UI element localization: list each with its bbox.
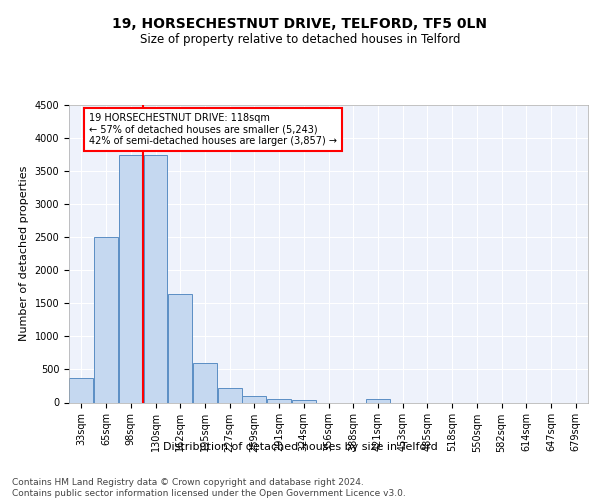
Bar — [168, 294, 192, 403]
Bar — [143, 154, 167, 402]
Bar — [292, 400, 316, 402]
Text: 19, HORSECHESTNUT DRIVE, TELFORD, TF5 0LN: 19, HORSECHESTNUT DRIVE, TELFORD, TF5 0L… — [113, 18, 487, 32]
Bar — [70, 378, 94, 402]
Text: Distribution of detached houses by size in Telford: Distribution of detached houses by size … — [163, 442, 437, 452]
Bar — [193, 364, 217, 403]
Text: Contains HM Land Registry data © Crown copyright and database right 2024.
Contai: Contains HM Land Registry data © Crown c… — [12, 478, 406, 498]
Text: 19 HORSECHESTNUT DRIVE: 118sqm
← 57% of detached houses are smaller (5,243)
42% : 19 HORSECHESTNUT DRIVE: 118sqm ← 57% of … — [89, 113, 337, 146]
Bar — [119, 154, 143, 402]
Bar — [94, 237, 118, 402]
Y-axis label: Number of detached properties: Number of detached properties — [19, 166, 29, 342]
Bar — [218, 388, 242, 402]
Bar — [267, 398, 291, 402]
Text: Size of property relative to detached houses in Telford: Size of property relative to detached ho… — [140, 32, 460, 46]
Bar — [366, 399, 390, 402]
Bar — [242, 396, 266, 402]
